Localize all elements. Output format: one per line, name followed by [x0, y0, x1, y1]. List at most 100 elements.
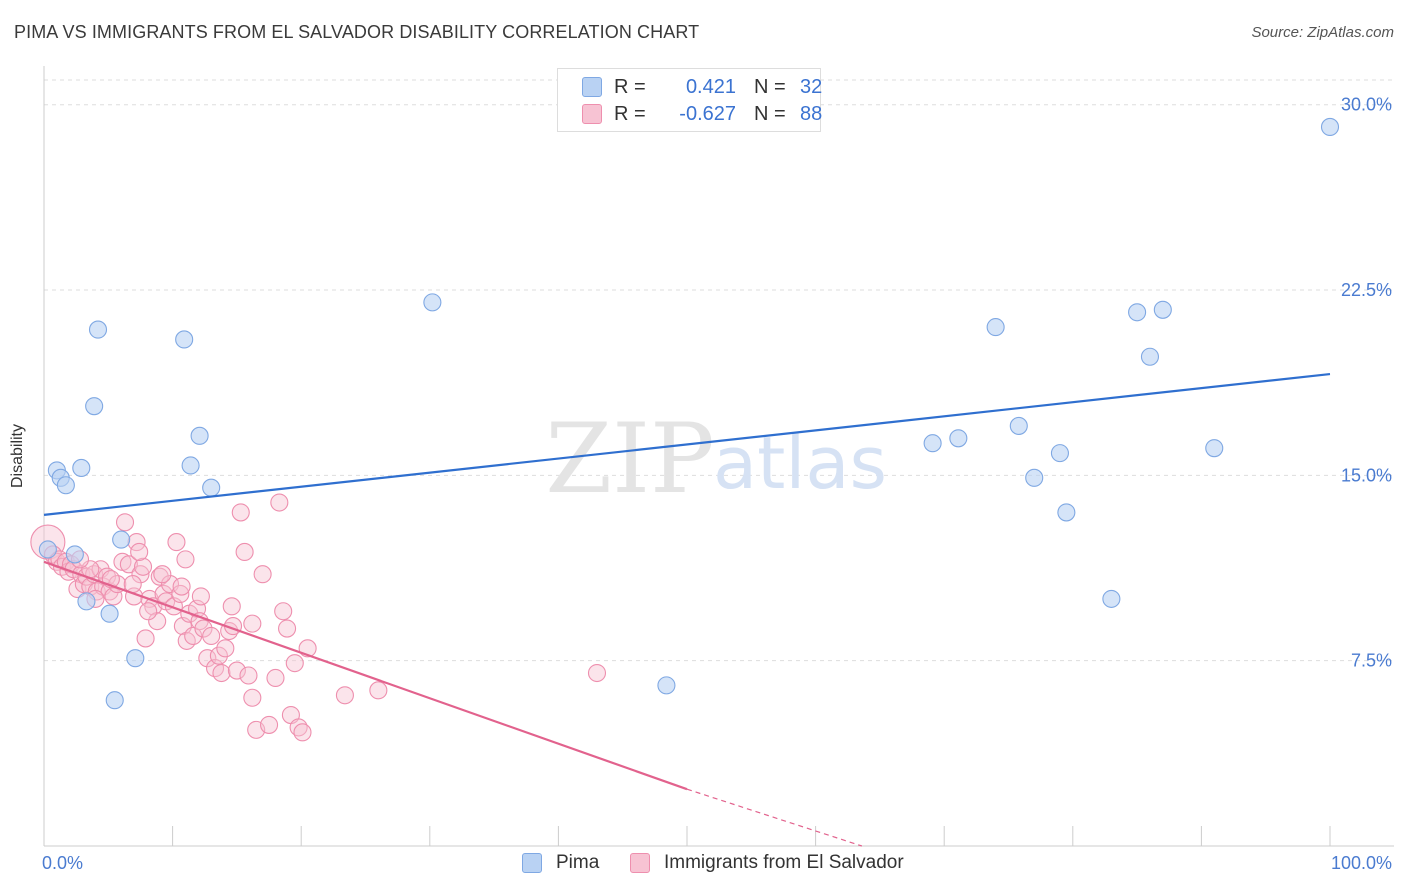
salvador-point: [130, 542, 149, 562]
pima-point: [1102, 589, 1121, 608]
pima-point: [77, 592, 96, 611]
y-tick-labels: 7.5% 15.0% 22.5% 30.0%: [1341, 95, 1392, 671]
salvador-point: [266, 668, 285, 688]
pima-legend-label: Pima: [556, 852, 600, 873]
salvador-point: [270, 493, 289, 512]
salvador-point: [278, 619, 297, 638]
y-tick-label-1: 15.0%: [1341, 465, 1392, 485]
salvador-r-value: -0.627: [679, 102, 736, 125]
salvador-point: [235, 542, 254, 562]
pima-trend-line: [43, 372, 1331, 516]
salvador-point: [194, 619, 213, 638]
salvador-point: [167, 533, 186, 552]
salvador-legend-label: Immigrants from El Salvador: [664, 852, 904, 873]
salvador-point: [150, 567, 169, 586]
salvador-swatch: [582, 104, 602, 124]
pima-point: [175, 330, 194, 349]
pima-point: [100, 604, 119, 623]
salvador-point: [131, 565, 150, 584]
pima-point: [986, 318, 1005, 337]
salvador-point: [136, 629, 155, 648]
pima-r-value: 0.421: [685, 75, 736, 98]
pima-legend-swatch: [522, 853, 542, 873]
pima-point: [423, 293, 442, 312]
salvador-point: [222, 597, 241, 616]
salvador-point: [176, 550, 195, 569]
legend-row-pima: R = 0.421 N = 32: [582, 74, 822, 100]
pima-points: [38, 117, 1340, 710]
salvador-point: [231, 503, 250, 522]
pima-point: [949, 429, 968, 448]
salvador-point: [133, 557, 153, 576]
pima-point: [657, 676, 676, 695]
pima-point: [38, 540, 57, 559]
pima-point: [126, 649, 145, 668]
salvador-point: [202, 626, 221, 646]
salvador-point: [259, 715, 279, 734]
pima-r-label: R =: [614, 75, 646, 98]
salvador-legend-swatch: [630, 853, 650, 873]
axes: [43, 66, 1394, 847]
salvador-point: [209, 646, 228, 665]
pima-point: [85, 397, 104, 416]
pima-point: [1320, 117, 1340, 136]
pima-point: [202, 478, 221, 497]
salvador-point: [239, 666, 258, 685]
salvador-trend-extension: [686, 788, 863, 847]
pima-n-value: 32: [800, 75, 823, 98]
pima-point: [1128, 303, 1147, 322]
x-tick-labels: 0.0% 100.0%: [42, 853, 1392, 873]
pima-point: [1057, 503, 1076, 522]
y-tick-label-0: 7.5%: [1351, 651, 1392, 671]
chart-title: PIMA VS IMMIGRANTS FROM EL SALVADOR DISA…: [14, 22, 700, 42]
legend-item-salvador: Immigrants from El Salvador: [630, 852, 904, 874]
x-tick-label-1: 100.0%: [1331, 853, 1392, 873]
pima-point: [181, 456, 200, 475]
salvador-point: [253, 565, 272, 584]
source-label: Source: ZipAtlas.com: [1251, 24, 1394, 41]
watermark-atlas: atlas: [713, 421, 887, 505]
pima-point: [1025, 468, 1044, 487]
pima-point: [1140, 347, 1160, 366]
pima-point: [65, 545, 84, 564]
salvador-point: [216, 639, 235, 658]
salvador-point: [274, 602, 293, 621]
salvador-point: [171, 584, 190, 604]
salvador-point: [212, 663, 231, 683]
salvador-point: [243, 614, 262, 633]
salvador-point: [115, 513, 135, 532]
pima-point: [56, 476, 75, 495]
series-legend: Pima Immigrants from El Salvador: [0, 852, 1406, 878]
salvador-point: [198, 649, 217, 668]
y-tick-label-2: 22.5%: [1341, 280, 1392, 300]
salvador-point: [148, 612, 167, 631]
pima-point: [1050, 444, 1069, 463]
salvador-point: [172, 577, 191, 596]
pima-point: [190, 426, 209, 445]
y-tick-label-3: 30.0%: [1341, 95, 1392, 115]
salvador-point: [243, 688, 262, 707]
pima-point: [112, 530, 131, 549]
watermark-zip: ZIP: [545, 403, 714, 515]
pima-point: [1205, 439, 1224, 458]
pima-point: [1009, 416, 1028, 435]
pima-point: [1153, 300, 1172, 319]
trend-lines: [43, 372, 1331, 847]
pima-point: [88, 320, 108, 339]
salvador-point: [139, 602, 158, 621]
salvador-r-label: R =: [614, 102, 646, 125]
salvador-point: [369, 681, 388, 700]
salvador-point: [293, 723, 312, 742]
pima-n-label: N =: [754, 75, 786, 98]
grid-lines: [44, 79, 1394, 662]
salvador-point: [191, 587, 210, 606]
salvador-point: [227, 661, 246, 680]
salvador-n-label: N =: [754, 102, 786, 125]
pima-swatch: [582, 77, 602, 97]
salvador-trend-line: [43, 560, 688, 791]
salvador-point: [335, 686, 354, 705]
stats-legend: R = 0.421 N = 32 R = -0.627 N = 88: [557, 68, 822, 132]
pima-point: [923, 434, 942, 453]
legend-row-salvador: R = -0.627 N = 88: [582, 101, 822, 127]
salvador-point: [119, 555, 138, 574]
